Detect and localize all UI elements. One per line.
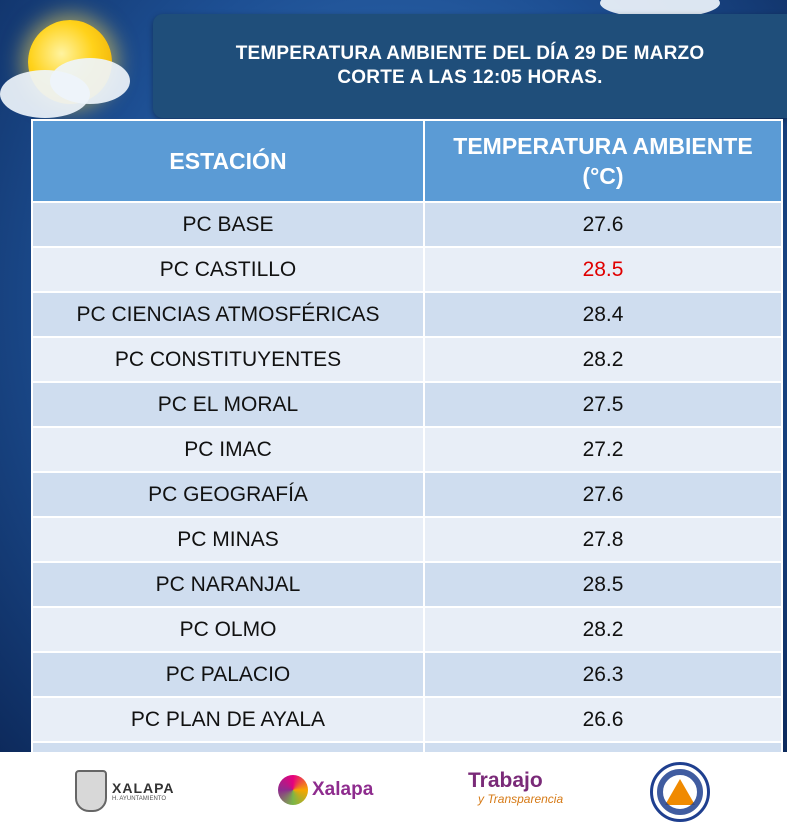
station-cell: PC BASE <box>31 201 425 248</box>
table-row: PC CASTILLO 28.5 <box>31 246 783 293</box>
table-row: PC CONSTITUYENTES 28.2 <box>31 336 783 383</box>
table-row: PC OLMO 28.2 <box>31 606 783 653</box>
table-header-row: ESTACIÓN TEMPERATURA AMBIENTE (°C) <box>31 119 783 203</box>
station-cell: PC CIENCIAS ATMOSFÉRICAS <box>31 291 425 338</box>
temperature-cell: 27.6 <box>423 471 783 518</box>
table-row: PC BASE 27.6 <box>31 201 783 248</box>
temperature-cell-highlight: 28.5 <box>423 246 783 293</box>
temperature-cell: 27.6 <box>423 201 783 248</box>
temperature-cell: 28.4 <box>423 291 783 338</box>
table-row: PC MINAS 27.8 <box>31 516 783 563</box>
table-row: PC CIENCIAS ATMOSFÉRICAS 28.4 <box>31 291 783 338</box>
station-cell: PC EL MORAL <box>31 381 425 428</box>
proteccion-civil-seal-icon <box>650 762 710 822</box>
station-cell: PC NARANJAL <box>31 561 425 608</box>
temperature-cell: 26.3 <box>423 651 783 698</box>
station-cell: PC PALACIO <box>31 651 425 698</box>
title-line-1: TEMPERATURA AMBIENTE DEL DÍA 29 DE MARZO <box>235 43 705 64</box>
table-row: PC PLAN DE AYALA 26.6 <box>31 696 783 743</box>
temperature-cell: 27.2 <box>423 426 783 473</box>
station-cell: PC IMAC <box>31 426 425 473</box>
column-header-temperature: TEMPERATURA AMBIENTE (°C) <box>423 119 783 203</box>
station-cell: PC MINAS <box>31 516 425 563</box>
xalapa-brand-logo: Xalapa <box>278 775 373 805</box>
logo3-line1: Trabajo <box>468 769 543 792</box>
table-row: PC GEOGRAFÍA 27.6 <box>31 471 783 518</box>
temperature-cell: 28.5 <box>423 561 783 608</box>
trabajo-transparencia-logo: Trabajo y Transparencia <box>468 769 564 807</box>
station-cell: PC PLAN DE AYALA <box>31 696 425 743</box>
xalapa-flower-icon <box>278 775 308 805</box>
table-row: PC PALACIO 26.3 <box>31 651 783 698</box>
temperature-cell: 27.8 <box>423 516 783 563</box>
column-header-temperature-line2: (°C) <box>582 163 624 189</box>
temperature-cell: 28.2 <box>423 606 783 653</box>
station-cell: PC GEOGRAFÍA <box>31 471 425 518</box>
temperature-cell: 27.5 <box>423 381 783 428</box>
table-row: PC IMAC 27.2 <box>31 426 783 473</box>
proteccion-civil-logo <box>650 762 710 822</box>
station-cell: PC CONSTITUYENTES <box>31 336 425 383</box>
column-header-temperature-line1: TEMPERATURA AMBIENTE <box>453 133 753 159</box>
xalapa-ayuntamiento-logo: XALAPA H. AYUNTAMIENTO <box>75 770 175 812</box>
logo1-name: XALAPA <box>112 780 175 796</box>
cloud-icon <box>600 0 720 18</box>
title-line-2: CORTE A LAS 12:05 HORAS. <box>337 67 603 88</box>
xalapa-shield-icon <box>75 770 107 812</box>
logo2-name: Xalapa <box>312 779 374 800</box>
temperature-table: ESTACIÓN TEMPERATURA AMBIENTE (°C) PC BA… <box>31 119 783 788</box>
table-row: PC EL MORAL 27.5 <box>31 381 783 428</box>
temperature-cell: 28.2 <box>423 336 783 383</box>
temperature-cell: 26.6 <box>423 696 783 743</box>
title-banner: TEMPERATURA AMBIENTE DEL DÍA 29 DE MARZO… <box>153 14 787 118</box>
logo3-line2: y Transparencia <box>478 792 564 806</box>
column-header-station: ESTACIÓN <box>31 119 425 203</box>
logo1-sub: H. AYUNTAMIENTO <box>112 796 167 802</box>
station-cell: PC OLMO <box>31 606 425 653</box>
station-cell: PC CASTILLO <box>31 246 425 293</box>
table-row: PC NARANJAL 28.5 <box>31 561 783 608</box>
cloud-icon <box>50 58 130 104</box>
